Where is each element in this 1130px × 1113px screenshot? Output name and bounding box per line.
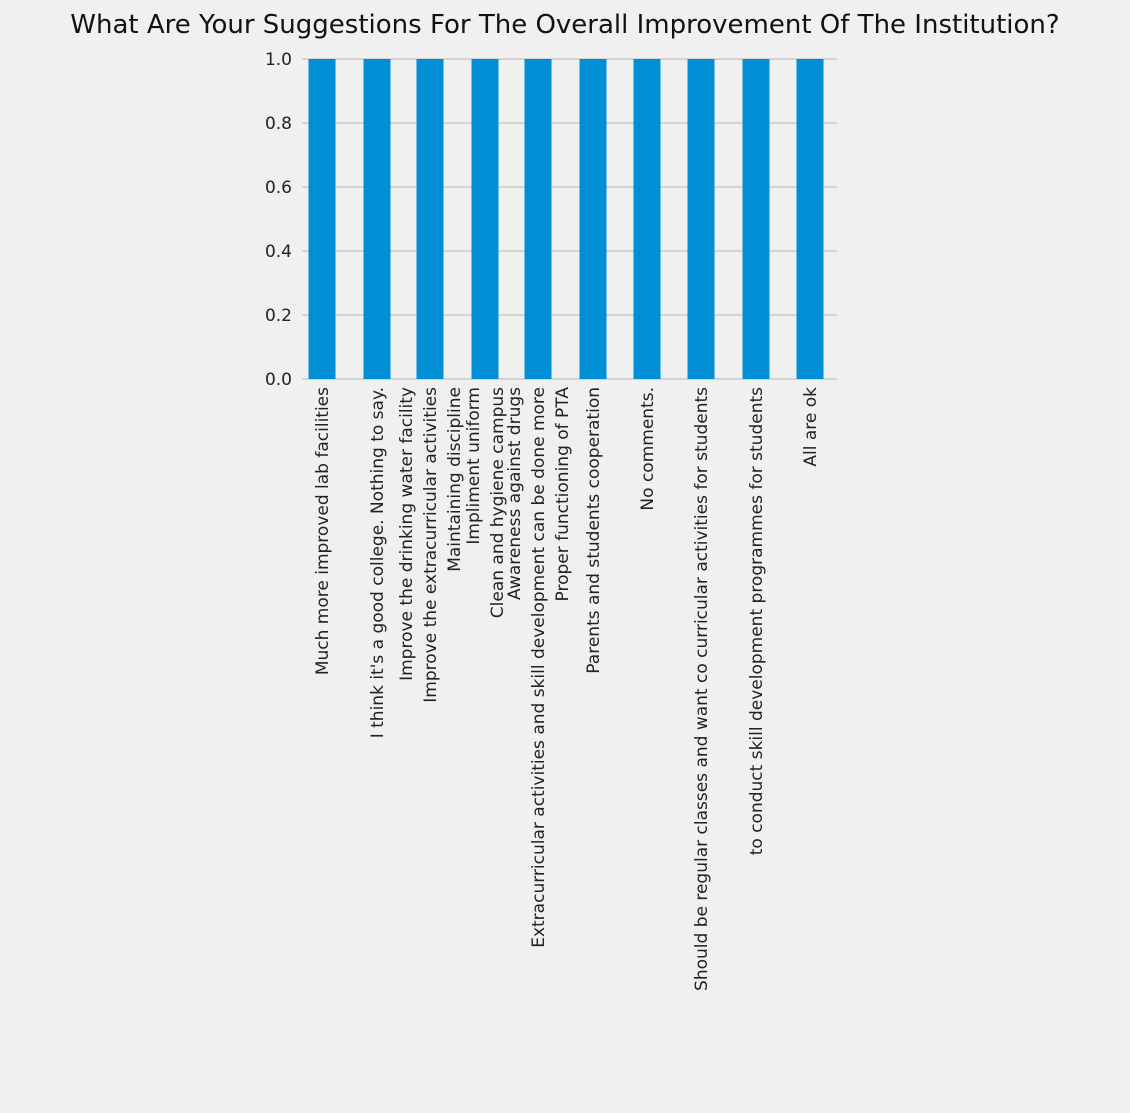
x-tick-label: No comments. — [638, 387, 658, 511]
bar — [416, 59, 444, 379]
x-tick-label: I think it's a good college. Nothing to … — [368, 387, 388, 738]
bar — [471, 59, 499, 379]
x-tick-label: Maintaining discipline — [445, 387, 465, 572]
x-axis-ticks: Much more improved lab facilities I think… — [313, 387, 821, 991]
x-tick-label: Improve the drinking water facility — [397, 387, 417, 681]
x-tick-label: Parents and students cooperation — [584, 387, 604, 674]
chart-title: What Are Your Suggestions For The Overal… — [70, 10, 1059, 40]
y-tick-label: 1.0 — [265, 50, 292, 70]
bar — [308, 59, 336, 379]
bar — [687, 59, 715, 379]
x-tick-label: Impliment uniform — [464, 387, 484, 545]
bar — [579, 59, 607, 379]
x-tick-label: Proper functioning of PTA — [553, 387, 573, 602]
bar — [524, 59, 552, 379]
bar — [742, 59, 770, 379]
x-tick-label: Improve the extracurricular activities — [421, 387, 441, 703]
bars — [308, 59, 824, 379]
y-tick-label: 0.8 — [265, 114, 292, 134]
x-tick-label: Clean and hygiene campus — [488, 387, 508, 618]
x-tick-label: Much more improved lab facilities — [313, 387, 333, 675]
bar — [633, 59, 661, 379]
bar — [796, 59, 824, 379]
x-tick-label: Should be regular classes and want co cu… — [692, 387, 712, 991]
y-tick-label: 0.2 — [265, 306, 292, 326]
x-tick-label: All are ok — [801, 387, 821, 467]
y-axis-ticks: 0.0 0.2 0.4 0.6 0.8 1.0 — [265, 50, 292, 390]
y-tick-label: 0.4 — [265, 242, 292, 262]
x-tick-label: Awareness against drugs — [505, 387, 525, 600]
y-tick-label: 0.6 — [265, 178, 292, 198]
x-tick-label: to conduct skill development programmes … — [747, 387, 767, 855]
y-tick-label: 0.0 — [265, 370, 292, 390]
x-tick-label: Extracurricular activities and skill dev… — [529, 387, 549, 948]
bar — [363, 59, 391, 379]
